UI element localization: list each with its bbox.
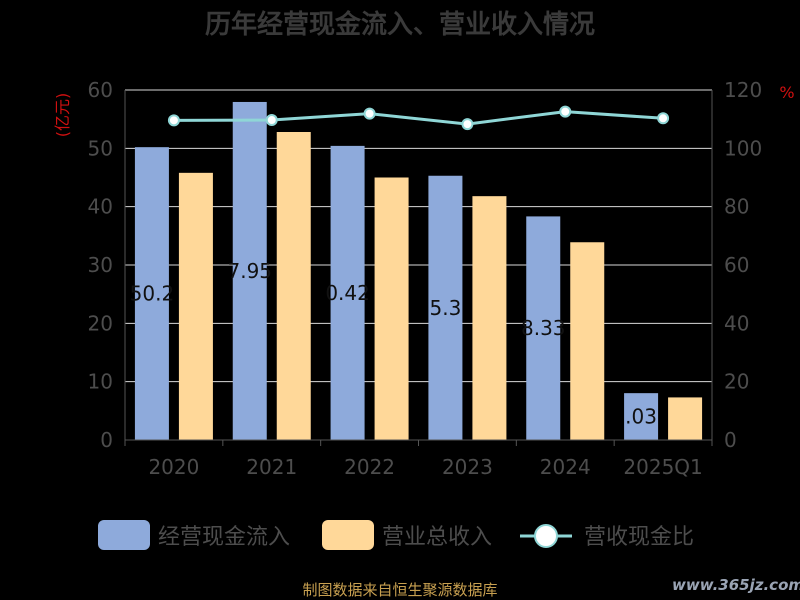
bar-revenue-2020 [178,172,213,441]
y-right-tick-label: 100 [724,136,762,160]
ratio-line [167,105,670,131]
x-tick-label: 2022 [344,455,395,479]
bar-cash-inflow-2025Q1 [624,393,659,440]
bar-labels: 50.2 7.95 0.42 5.3 8.33 .03 [130,259,657,429]
legend-swatch-ratio-marker [534,524,558,548]
legend-label-ratio: 营收现金比 [584,525,694,550]
bar-revenue-2021 [276,132,311,440]
ratio-line-path [173,110,664,126]
x-tick-label: 2023 [442,455,493,479]
grid [125,89,712,441]
ratio-point-2024 [559,105,572,118]
bar-value-label: 5.3 [430,296,462,320]
y-left-tick-label: 50 [88,136,113,160]
y-left-tick-label: 40 [88,195,113,219]
bar-value-label: 7.95 [227,259,272,283]
ratio-point-2022 [363,107,376,120]
y-left-tick-label: 0 [100,428,113,452]
bar-revenue-2023 [472,196,507,440]
y-right-tick-label: 60 [724,253,749,277]
x-tick-label: 2024 [540,455,591,479]
bar-value-label: 0.42 [325,281,370,305]
ratio-point-2020 [167,114,180,127]
source-note: 制图数据来自恒生聚源数据库 [302,581,497,599]
bar-cash-inflow-2024 [526,216,561,440]
legend-swatch-revenue [322,520,374,550]
y-left-tick-label: 60 [88,78,113,102]
y-right-tick-label: 80 [724,195,749,219]
bar-cash-inflow-2022 [330,145,365,440]
y-right-unit: % [779,83,794,102]
y-right-tick-label: 20 [724,370,749,394]
y-right-tick-label: 0 [724,428,737,452]
y-right-tick-label: 120 [724,78,762,102]
bar-cash-inflow-2023 [428,175,463,440]
ratio-point-2021 [265,114,278,127]
bar-cash-inflow-2021 [232,101,267,440]
y-left-tick-label: 30 [88,253,113,277]
bar-revenue-2024 [570,242,605,440]
bar-value-label: .03 [625,405,657,429]
legend-label-cash-inflow: 经营现金流入 [158,525,290,550]
watermark: www.365jz.com [672,576,800,594]
ratio-point-2023 [461,118,474,131]
bar-value-label: 50.2 [130,282,175,306]
bar-revenue-2022 [374,177,409,440]
y-left-tick-label: 20 [88,311,113,335]
bar-revenue-2025Q1 [668,397,703,440]
legend-swatch-cash-inflow [98,520,150,550]
axes: 0 10 20 30 40 50 60 0 20 40 60 80 100 120 2020 2021 2022… [88,78,763,479]
x-tick-label: 2021 [246,455,297,479]
ratio-point-2025Q1 [657,112,670,125]
y-left-tick-label: 10 [88,370,113,394]
legend-label-revenue: 营业总收入 [382,525,492,550]
y-right-tick-label: 40 [724,311,749,335]
x-tick-label: 2025Q1 [623,455,702,479]
bars [134,101,703,441]
bar-value-label: 8.33 [521,316,566,340]
chart-title: 历年经营现金流入、营业收入情况 [205,9,595,40]
legend: 经营现金流入 营业总收入 营收现金比 [98,520,694,550]
bar-cash-inflow-2020 [134,147,169,440]
y-left-unit: (亿元) [53,93,72,138]
x-tick-label: 2020 [148,455,199,479]
